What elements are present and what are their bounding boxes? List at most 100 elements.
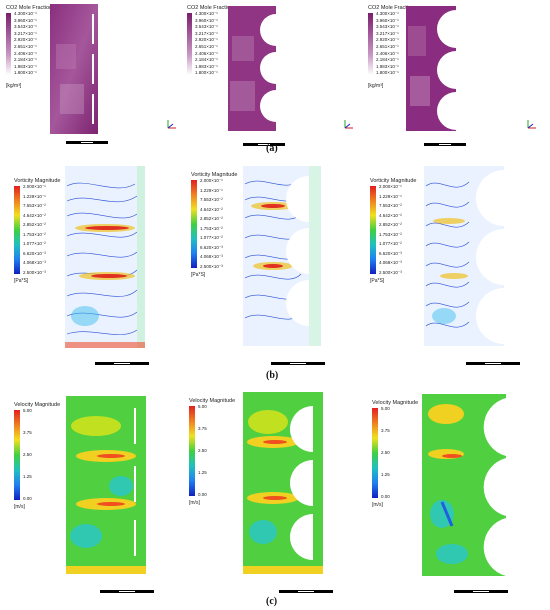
legend-title: CO2 Mole Fraction	[368, 5, 415, 11]
legend-title: Vorticity Magnitude	[191, 172, 238, 178]
legend-tick-label: 6.620×10⁻³	[23, 250, 46, 256]
legend-tick-label: 2.000×10⁻¹	[379, 184, 402, 189]
legend-unit: [Pa*S]	[14, 278, 29, 284]
legend-tick-label: 1.753×10⁻²	[23, 231, 46, 237]
legend-tick-label: 2.852×10⁻²	[200, 216, 223, 221]
legend-tick-label: 1.25	[381, 472, 390, 477]
legend-tick-label: 1.753×10⁻²	[200, 225, 223, 231]
field-a1	[50, 4, 98, 134]
legend-tick-label: 4.068×10⁻³	[200, 254, 223, 259]
legend-tick-label: 3.543×10⁻¹	[14, 24, 37, 30]
legend-tick-label: 4.068×10⁻³	[379, 260, 402, 265]
legend-tick-label: 1.25	[23, 474, 32, 479]
legend-b1: Vorticity Magnitude 2.000×10⁻¹ 1.229×10⁻¹…	[14, 178, 60, 284]
legend-b2: Vorticity Magnitude 2.000×10⁻¹ 1.229×10⁻¹…	[191, 172, 237, 278]
legend-tick-label: 2.50	[381, 450, 390, 455]
legend-tick-label: 2.651×10⁻¹	[195, 44, 218, 49]
legend-tick-label: 3.543×10⁻¹	[376, 24, 399, 30]
legend-tick-label: 2.852×10⁻²	[23, 222, 46, 227]
legend-tick-label: 1.753×10⁻²	[379, 231, 402, 237]
scale-bar	[279, 580, 333, 593]
panel-b2: Vorticity Magnitude 2.000×10⁻¹ 1.229×10⁻¹…	[183, 162, 366, 365]
caption-a: (a)	[266, 143, 278, 154]
field-b2	[243, 166, 321, 346]
legend-tick-label: 3.960×10⁻¹	[195, 17, 218, 23]
legend-title: Vorticity Magnitude	[370, 178, 417, 184]
panel-a2: CO2 Mole Fraction 4.300×10⁻¹ 3.960×10⁻¹ 3.…	[183, 0, 366, 146]
legend-tick-label: 0.00	[198, 492, 207, 497]
legend-tick-label: 1.983×10⁻¹	[376, 63, 399, 69]
legend-a2: CO2 Mole Fraction 4.300×10⁻¹ 3.960×10⁻¹ 3.…	[187, 5, 233, 83]
legend-tick-label: 4.300×10⁻¹	[195, 11, 218, 16]
field-a3	[406, 6, 456, 131]
legend-tick-label: 1.077×10⁻²	[200, 235, 223, 240]
legend-tick-label: 1.983×10⁻¹	[14, 63, 37, 69]
panel-a3: CO2 Mole Fraction 4.300×10⁻¹ 3.960×10⁻¹ 3.…	[366, 0, 550, 146]
legend-tick-label: 2.651×10⁻¹	[376, 44, 399, 49]
legend-tick-label: 4.642×10⁻²	[23, 212, 46, 218]
legend-title: CO2 Mole Fraction	[187, 5, 234, 11]
legend-unit: [kg/m³]	[368, 83, 384, 89]
legend-tick-label: 5.00	[381, 406, 390, 411]
panel-c3: Velocity Magnitude 5.00 3.75 2.50 1.25 0.00 …	[366, 390, 550, 593]
legend-a1: CO2 Mole Fraction 4.300×10⁻¹ 3.960×10⁻¹ 3.…	[6, 5, 52, 89]
legend-tick-label: 4.642×10⁻²	[200, 206, 223, 212]
legend-unit: [m/s]	[372, 502, 383, 508]
legend-tick-label: 1.229×10⁻¹	[379, 193, 402, 199]
scale-bar	[466, 352, 520, 365]
legend-tick-label: 4.300×10⁻¹	[376, 11, 399, 16]
legend-tick-label: 2.184×10⁻¹	[14, 57, 37, 63]
legend-tick-label: 0.00	[23, 496, 32, 501]
legend-tick-label: 3.960×10⁻¹	[376, 17, 399, 23]
legend-tick-label: 3.75	[23, 430, 32, 435]
scale-bar	[271, 352, 325, 365]
legend-tick-label: 3.75	[381, 428, 390, 433]
legend-tick-label: 3.75	[198, 426, 207, 431]
legend-c1: Velocity Magnitude 5.00 3.75 2.50 1.25 0.00 …	[14, 402, 60, 510]
legend-tick-label: 1.229×10⁻¹	[23, 193, 46, 199]
legend-tick-label: 7.553×10⁻²	[23, 203, 46, 208]
legend-unit: [m/s]	[189, 500, 200, 506]
field-b1	[65, 166, 145, 348]
legend-tick-label: 3.217×10⁻¹	[14, 30, 37, 36]
field-c2	[243, 392, 323, 574]
panel-a1: CO2 Mole Fraction 4.300×10⁻¹ 3.960×10⁻¹ 3.…	[0, 0, 183, 144]
legend-tick-label: 4.068×10⁻³	[23, 260, 46, 265]
legend-tick-label: 2.920×10⁻¹	[195, 37, 218, 43]
legend-unit: [m/s]	[14, 504, 25, 510]
legend-b3: Vorticity Magnitude 2.000×10⁻¹ 1.229×10⁻¹…	[370, 178, 416, 284]
legend-tick-label: 2.50	[198, 448, 207, 453]
legend-tick-label: 2.184×10⁻¹	[376, 57, 399, 63]
legend-tick-label: 1.077×10⁻²	[379, 241, 402, 246]
legend-tick-label: 5.00	[23, 408, 32, 413]
legend-tick-label: 1.25	[198, 470, 207, 475]
scale-bar	[454, 580, 508, 593]
scale-bar	[66, 131, 108, 144]
legend-title: Vorticity Magnitude	[14, 178, 61, 184]
legend-tick-label: 2.000×10⁻¹	[200, 178, 223, 183]
legend-tick-label: 2.000×10⁻¹	[23, 184, 46, 189]
panel-c2: Velocity Magnitude 5.00 3.75 2.50 1.25 0.00 …	[183, 390, 366, 593]
legend-title: Velocity Magnitude	[189, 398, 236, 404]
legend-tick-label: 3.217×10⁻¹	[195, 30, 218, 36]
legend-tick-label: 3.543×10⁻¹	[195, 24, 218, 30]
legend-title: Velocity Magnitude	[372, 400, 419, 406]
field-a2	[228, 6, 276, 131]
panel-b1: Vorticity Magnitude 2.000×10⁻¹ 1.229×10⁻¹…	[0, 162, 183, 365]
scale-bar	[95, 352, 149, 365]
legend-tick-label: 0.00	[381, 494, 390, 499]
legend-unit: [Pa*S]	[191, 272, 206, 278]
legend-tick-label: 1.800×10⁻¹	[195, 70, 218, 76]
scale-bar	[100, 580, 154, 593]
legend-tick-label: 2.500×10⁻³	[23, 269, 46, 275]
legend-tick-label: 2.184×10⁻¹	[195, 57, 218, 63]
legend-unit: [Pa*S]	[370, 278, 385, 284]
legend-tick-label: 2.406×10⁻¹	[14, 50, 37, 56]
panel-c1: Velocity Magnitude 5.00 3.75 2.50 1.25 0.00 …	[0, 390, 183, 593]
scale-bar	[424, 133, 466, 146]
legend-tick-label: 3.217×10⁻¹	[376, 30, 399, 36]
legend-tick-label: 7.553×10⁻²	[200, 197, 223, 202]
legend-c2: Velocity Magnitude 5.00 3.75 2.50 1.25 0.00 …	[189, 398, 235, 506]
field-c3	[422, 394, 506, 576]
legend-tick-label: 4.642×10⁻²	[379, 212, 402, 218]
